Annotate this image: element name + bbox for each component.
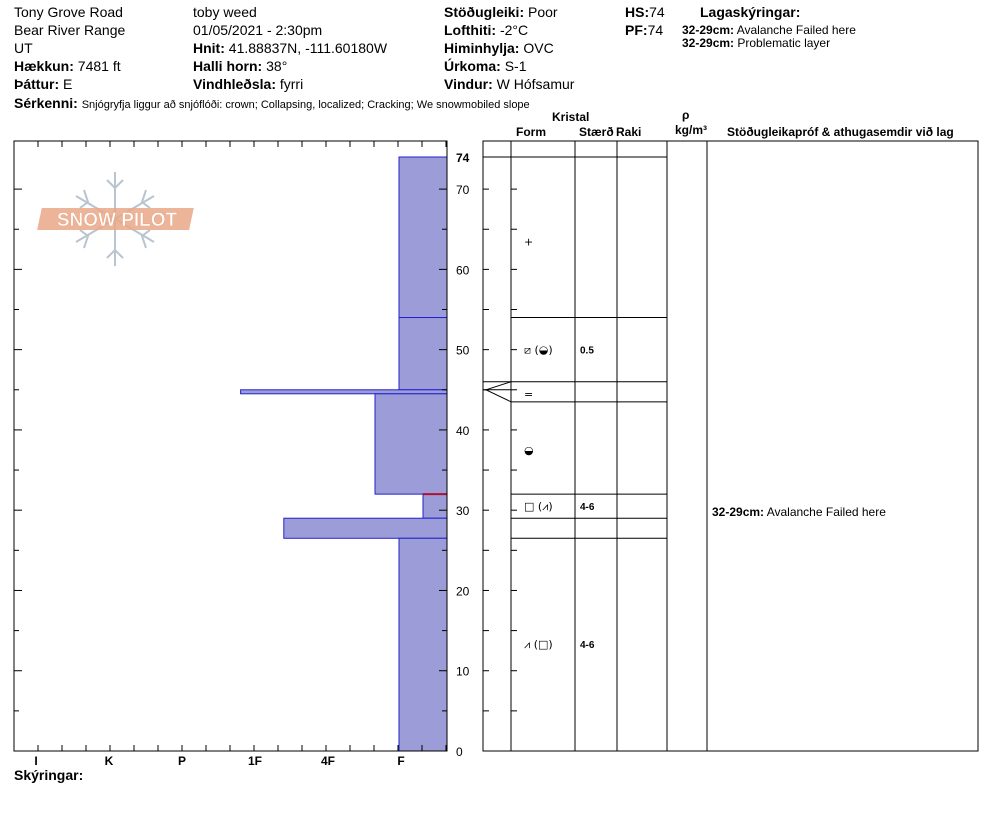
hardness-layer-2	[240, 389, 448, 395]
snowpilot-logo: SNOW PILOT	[37, 172, 194, 266]
wind-loading: Vindhleðsla: fyrri	[193, 76, 303, 92]
layer-note-2-text: Problematic layer	[737, 36, 831, 50]
wind-value: W Hófsamur	[496, 76, 575, 92]
crystal-form-1: ⧄ (◒)	[524, 344, 553, 357]
sky-label: Himinhylja:	[444, 40, 520, 56]
sky: Himinhylja: OVC	[444, 40, 554, 56]
crystal-form-2: =	[524, 388, 533, 401]
layer-note-1: 32-29cm: Avalanche Failed here	[682, 24, 856, 37]
test-note: 32-29cm: Avalanche Failed here	[712, 506, 886, 519]
wind: Vindur: W Hófsamur	[444, 76, 574, 92]
y-tick-label-10: 10	[456, 665, 470, 679]
y-tick-label-40: 40	[456, 424, 470, 438]
air-temp: Lofthiti: -2°C	[444, 22, 528, 38]
y-tick-label-50: 50	[456, 344, 470, 358]
layer-note-1-text: Avalanche Failed here	[736, 23, 856, 37]
test-note-depth: 32-29cm:	[712, 505, 765, 519]
observer: toby weed	[193, 4, 257, 20]
wind-loading-value: fyrri	[279, 76, 304, 92]
crystal-size-4: 4-6	[580, 502, 595, 513]
rho-header: ρ	[682, 108, 690, 122]
aspect-value: E	[63, 76, 73, 92]
tests-header: Stöðugleikapróf & athugasemdir við lag	[727, 125, 954, 139]
hardness-layer-4	[422, 493, 448, 519]
y-top-label: 74	[456, 151, 470, 165]
logo-banner	[37, 208, 194, 230]
hardness-layer-1	[398, 317, 448, 391]
precip-value: S-1	[504, 58, 527, 74]
aspect-label: Þáttur:	[14, 76, 60, 92]
y-tick-label-0: 0	[456, 745, 463, 759]
layer-note-2-depth: 32-29cm:	[682, 36, 735, 50]
hardness-label-F: F	[397, 754, 404, 768]
state: UT	[14, 40, 33, 56]
pf: PF:74	[625, 22, 663, 38]
slope-value: 38°	[266, 58, 288, 74]
aspect: Þáttur: E	[14, 76, 72, 92]
crystal-form-0: +	[524, 235, 533, 248]
moisture-header: Raki	[616, 125, 642, 139]
elevation-label: Hækkun:	[14, 58, 74, 74]
elevation-value: 7481 ft	[77, 58, 121, 74]
stability-value: Poor	[528, 4, 558, 20]
hs-label: HS:	[625, 4, 650, 20]
features-label: Sérkenni:	[14, 95, 78, 111]
wind-label: Vindur:	[444, 76, 493, 92]
hardness-layer-3	[374, 393, 448, 495]
features-value: Snjógryfja liggur að snjóflóði: crown; C…	[81, 99, 530, 111]
coords-label: Hnit:	[193, 40, 225, 56]
crystal-size-1: 0.5	[580, 346, 594, 357]
stability-label: Stöðugleiki:	[444, 4, 525, 20]
datetime: 01/05/2021 - 2:30pm	[193, 22, 323, 38]
y-tick-label-20: 20	[456, 584, 470, 598]
hardness-layer-0	[398, 156, 448, 319]
form-header: Form	[516, 125, 546, 139]
wind-loading-label: Vindhleðsla:	[193, 76, 276, 92]
layer-note-1-depth: 32-29cm:	[682, 23, 735, 37]
precip: Úrkoma: S-1	[444, 58, 526, 74]
hardness-label-I: I	[34, 754, 37, 768]
layer-note-2: 32-29cm: Problematic layer	[682, 37, 830, 50]
connector-wedge	[484, 381, 512, 403]
pf-label: PF:	[625, 22, 648, 38]
hardness-layer-5	[283, 517, 448, 539]
hardness-layer-6	[398, 537, 448, 752]
location: Tony Grove Road	[14, 4, 123, 20]
y-tick-label-70: 70	[456, 183, 470, 197]
legend-label: Skýringar:	[14, 767, 84, 783]
range: Bear River Range	[14, 22, 126, 38]
sky-value: OVC	[523, 40, 554, 56]
elevation: Hækkun: 7481 ft	[14, 58, 121, 74]
air-temp-value: -2°C	[499, 22, 529, 38]
pf-value: 74	[647, 22, 664, 38]
y-tick-label-60: 60	[456, 263, 470, 277]
size-header: Stærð	[579, 125, 614, 139]
crystal-form-4: □ (⩘)	[524, 500, 553, 513]
features: Sérkenni: Snjógryfja liggur að snjóflóði…	[14, 95, 530, 113]
test-note-text: Avalanche Failed here	[766, 505, 886, 519]
density-unit-header: kg/m³	[675, 123, 708, 137]
layer-notes-title: Lagaskýringar:	[700, 4, 801, 20]
crystal-header: Kristal	[552, 110, 590, 124]
crystal-size-5: 4-6	[580, 640, 595, 651]
coords-value: 41.88837N, -111.60180W	[228, 40, 388, 56]
crystal-form-3: ◒	[524, 444, 534, 457]
slope-label: Halli horn:	[193, 58, 263, 74]
hardness-label-1F: 1F	[248, 754, 262, 768]
air-temp-label: Lofthiti:	[444, 22, 497, 38]
precip-label: Úrkoma:	[444, 58, 501, 74]
y-tick-label-30: 30	[456, 504, 470, 518]
hs-value: 74	[649, 4, 665, 20]
crystal-form-5: ⩘ (□)	[524, 638, 553, 651]
hardness-label-P: P	[178, 754, 186, 768]
coords: Hnit: 41.88837N, -111.60180W	[193, 40, 387, 56]
hardness-label-4F: 4F	[321, 754, 335, 768]
stability: Stöðugleiki: Poor	[444, 4, 558, 20]
hs: HS:74	[625, 4, 665, 20]
logo-text: SNOW PILOT	[57, 210, 178, 231]
slope: Halli horn: 38°	[193, 58, 287, 74]
hardness-label-K: K	[105, 754, 114, 768]
crystal-panel-frame	[482, 140, 979, 752]
